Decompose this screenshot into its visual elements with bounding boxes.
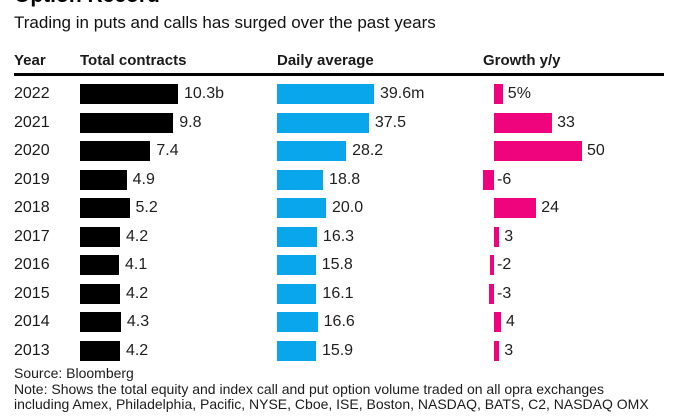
total-contracts-value: 4.9 bbox=[132, 170, 155, 188]
table-row: 2018 5.2 20.0 24 bbox=[0, 194, 680, 222]
year-label: 2018 bbox=[14, 199, 50, 216]
daily-average-bar bbox=[277, 84, 374, 104]
daily-average-value: 39.6m bbox=[380, 85, 425, 102]
growth-bar bbox=[494, 226, 500, 247]
daily-average-bar bbox=[277, 283, 317, 304]
growth-bar bbox=[494, 198, 537, 218]
daily-average-bar bbox=[277, 340, 316, 361]
total-contracts-value: 7.4 bbox=[156, 142, 179, 159]
daily-average-bar bbox=[277, 141, 347, 161]
daily-average-value: 16.3 bbox=[322, 227, 355, 245]
total-contracts-bar bbox=[80, 169, 127, 190]
total-contracts-bar bbox=[80, 283, 120, 304]
total-contracts-bar bbox=[80, 84, 178, 104]
growth-bar bbox=[494, 340, 500, 361]
growth-value: 3 bbox=[504, 227, 514, 245]
year-label: 2015 bbox=[14, 284, 50, 302]
daily-average-bar bbox=[277, 226, 317, 247]
growth-bar bbox=[494, 141, 582, 161]
total-contracts-value: 4.2 bbox=[125, 341, 149, 359]
total-contracts-bar bbox=[80, 226, 120, 247]
chart-title-clipped: Option Record bbox=[14, 0, 160, 8]
growth-bar bbox=[488, 283, 495, 304]
table-row: 2019 4.9 18.8 -6 bbox=[0, 166, 680, 194]
total-contracts-value: 4.2 bbox=[125, 284, 149, 302]
growth-bar bbox=[494, 84, 503, 104]
table-row: 2020 7.4 28.2 50 bbox=[0, 137, 680, 165]
year-label: 2019 bbox=[14, 170, 50, 188]
note-line-2: including Amex, Philadelphia, Pacific, N… bbox=[14, 396, 649, 412]
total-contracts-value: 4.1 bbox=[125, 256, 148, 273]
table-row: 2015 4.2 16.1 -3 bbox=[0, 280, 680, 308]
year-label: 2022 bbox=[14, 85, 50, 102]
growth-bar bbox=[494, 112, 553, 133]
total-contracts-bar bbox=[80, 198, 130, 218]
column-header-total-contracts: Total contracts bbox=[80, 52, 187, 69]
daily-average-value: 15.9 bbox=[321, 341, 354, 359]
table-row: 2016 4.1 15.8 -2 bbox=[0, 251, 680, 279]
chart-footer: Source: Bloomberg Note: Shows the total … bbox=[14, 365, 649, 413]
growth-value: -2 bbox=[497, 256, 512, 273]
daily-average-bar bbox=[277, 255, 316, 275]
total-contracts-value: 10.3b bbox=[184, 85, 225, 102]
growth-value: -6 bbox=[497, 170, 512, 188]
year-label: 2020 bbox=[14, 142, 50, 159]
daily-average-bar bbox=[277, 169, 324, 190]
growth-value: 3 bbox=[504, 341, 514, 359]
table-row: 2021 9.8 37.5 33 bbox=[0, 109, 680, 137]
growth-value: -3 bbox=[497, 284, 512, 302]
header-divider-rule bbox=[14, 73, 664, 76]
total-contracts-bar bbox=[80, 141, 151, 161]
total-contracts-value: 4.2 bbox=[125, 227, 149, 245]
total-contracts-value: 9.8 bbox=[179, 113, 202, 131]
daily-average-value: 37.5 bbox=[374, 113, 406, 131]
column-header-year: Year bbox=[14, 52, 46, 69]
total-contracts-bar bbox=[80, 340, 120, 361]
daily-average-value: 18.8 bbox=[329, 170, 361, 188]
growth-value: 24 bbox=[541, 199, 560, 216]
total-contracts-bar bbox=[80, 312, 121, 332]
source-note: Source: Bloomberg bbox=[14, 365, 134, 381]
growth-value: 50 bbox=[587, 142, 605, 159]
daily-average-value: 15.8 bbox=[321, 256, 353, 273]
total-contracts-value: 4.3 bbox=[126, 313, 150, 330]
daily-average-bar bbox=[277, 112, 369, 133]
growth-value: 5% bbox=[507, 85, 531, 102]
year-label: 2014 bbox=[14, 313, 50, 330]
column-header-growth-yy: Growth y/y bbox=[483, 52, 561, 69]
daily-average-value: 20.0 bbox=[331, 199, 364, 216]
total-contracts-value: 5.2 bbox=[135, 199, 158, 216]
chart-title: Option Record bbox=[14, 0, 160, 8]
growth-value: 33 bbox=[557, 113, 575, 131]
daily-average-value: 16.1 bbox=[322, 284, 354, 302]
year-label: 2017 bbox=[14, 227, 50, 245]
daily-average-bar bbox=[277, 198, 326, 218]
note-line-1: Note: Shows the total equity and index c… bbox=[14, 380, 604, 397]
chart-subtitle: Trading in puts and calls has surged ove… bbox=[14, 13, 436, 32]
total-contracts-bar bbox=[80, 112, 174, 133]
year-label: 2013 bbox=[14, 341, 50, 359]
year-label: 2016 bbox=[14, 256, 50, 273]
table-row: 2014 4.3 16.6 4 bbox=[0, 308, 680, 336]
daily-average-value: 16.6 bbox=[323, 313, 355, 330]
growth-bar bbox=[483, 169, 495, 190]
year-label: 2021 bbox=[14, 113, 50, 131]
growth-value: 4 bbox=[506, 313, 515, 330]
growth-bar bbox=[494, 312, 501, 332]
column-header-daily-average: Daily average bbox=[277, 52, 374, 69]
table-row: 2017 4.2 16.3 3 bbox=[0, 223, 680, 251]
total-contracts-bar bbox=[80, 255, 119, 275]
table-row: 2013 4.2 15.9 3 bbox=[0, 337, 680, 365]
daily-average-value: 28.2 bbox=[352, 142, 384, 159]
daily-average-bar bbox=[277, 312, 318, 332]
table-row: 2022 10.3b 39.6m 5% bbox=[0, 80, 680, 108]
growth-bar bbox=[490, 255, 494, 275]
